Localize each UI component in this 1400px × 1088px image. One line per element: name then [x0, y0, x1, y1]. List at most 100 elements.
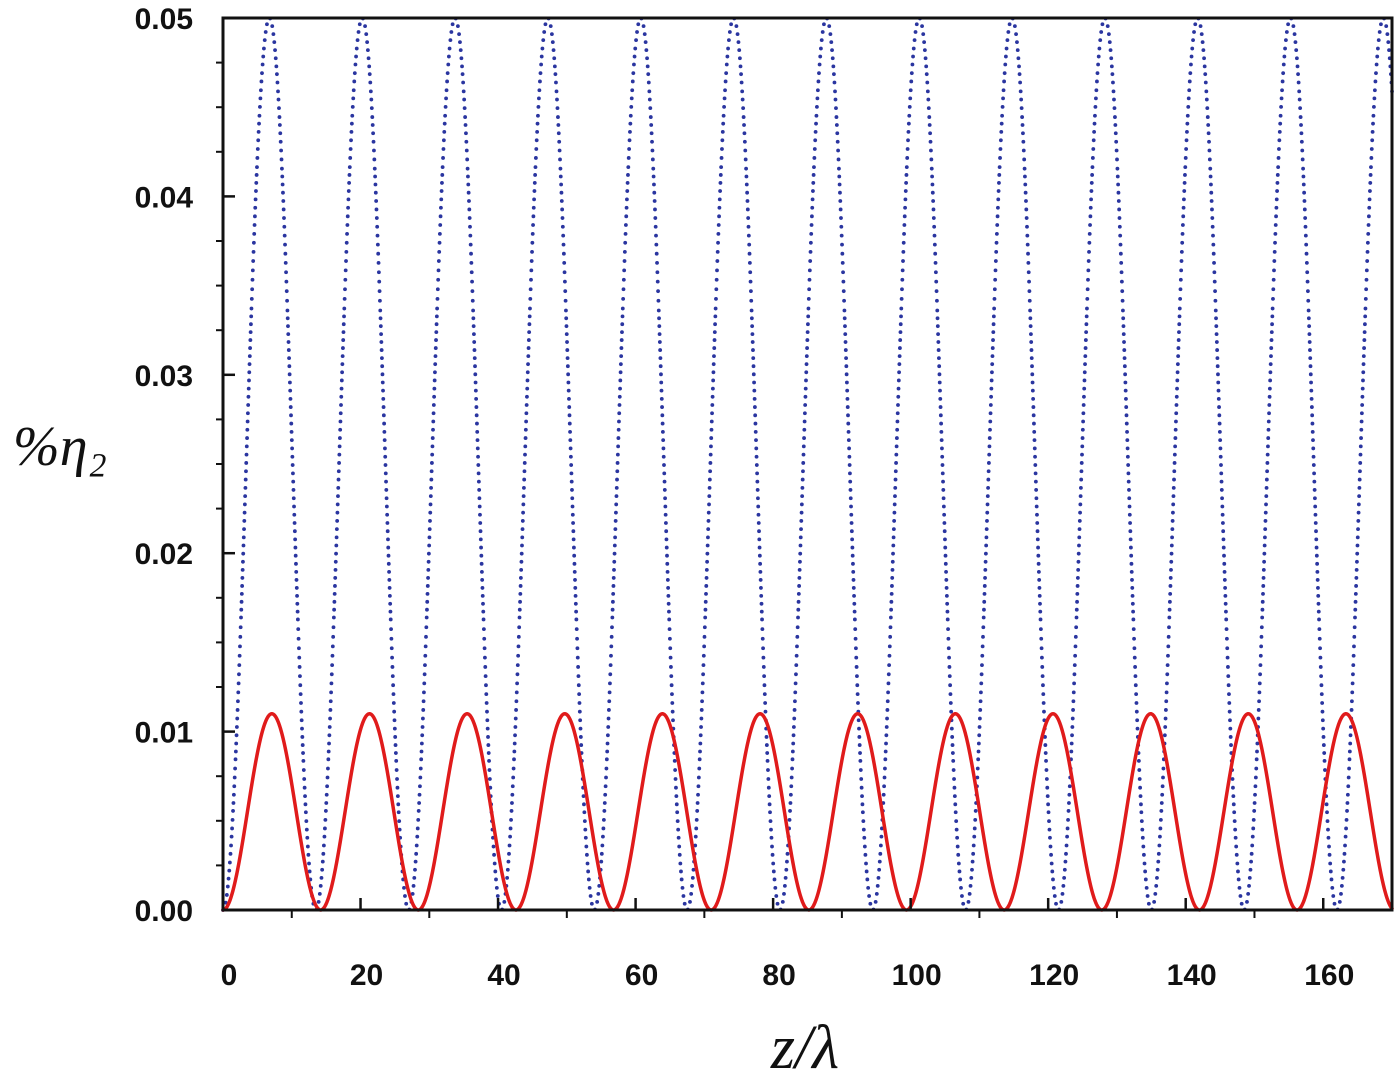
- data-point-dot: [718, 189, 722, 193]
- data-point-dot: [669, 683, 674, 688]
- data-point-dot: [708, 461, 713, 465]
- data-point-dot: [289, 413, 293, 418]
- data-point-dot: [1109, 56, 1114, 61]
- data-point-dot: [1114, 148, 1119, 153]
- data-point-dot: [472, 332, 476, 336]
- data-point-dot: [279, 148, 284, 153]
- data-point-dot: [1093, 104, 1098, 109]
- data-point-dot: [1105, 24, 1110, 28]
- data-point-dot: [565, 340, 569, 344]
- data-point-dot: [239, 615, 243, 620]
- data-point-dot: [305, 835, 310, 840]
- data-point-dot: [372, 157, 377, 162]
- x-tick-label: 160: [1304, 959, 1354, 992]
- data-point-dot: [1100, 22, 1105, 27]
- data-point-dot: [1025, 242, 1030, 247]
- data-point-dot: [767, 802, 772, 807]
- data-point-dot: [1073, 653, 1078, 658]
- data-point-dot: [1271, 277, 1276, 282]
- data-point-dot: [347, 181, 352, 185]
- data-point-dot: [380, 356, 384, 361]
- data-point-dot: [327, 725, 332, 729]
- data-point-dot: [1025, 224, 1029, 229]
- data-point-dot: [713, 322, 717, 327]
- data-point-dot: [718, 181, 723, 185]
- data-point-dot: [244, 444, 249, 449]
- data-point-dot: [1080, 427, 1085, 432]
- data-point-dot: [1269, 346, 1274, 350]
- data-point-dot: [805, 346, 809, 350]
- data-point-dot: [539, 54, 544, 59]
- data-point-dot: [226, 876, 231, 881]
- data-point-dot: [324, 801, 329, 805]
- data-point-dot: [1364, 277, 1369, 282]
- data-point-dot: [985, 502, 990, 507]
- data-point-dot: [1065, 826, 1070, 831]
- data-point-dot: [849, 521, 854, 525]
- data-point-dot: [738, 64, 743, 69]
- data-point-dot: [892, 510, 897, 515]
- data-point-dot: [526, 346, 531, 350]
- data-point-dot: [1034, 496, 1039, 501]
- data-point-dot: [1047, 819, 1051, 824]
- data-point-dot: [524, 403, 529, 407]
- data-point-dot: [603, 792, 608, 797]
- data-point-dot: [1345, 801, 1350, 805]
- data-point-dot: [952, 794, 957, 799]
- data-point-dot: [934, 279, 939, 284]
- data-point-dot: [1231, 802, 1236, 807]
- data-point-dot: [745, 199, 750, 203]
- data-point-dot: [389, 636, 394, 641]
- data-point-dot: [656, 308, 661, 313]
- data-point-dot: [1081, 419, 1086, 424]
- data-point-dot: [558, 174, 563, 179]
- data-point-dot: [626, 156, 631, 160]
- data-point-dot: [923, 56, 928, 61]
- data-point-dot: [755, 488, 760, 492]
- data-point-dot: [1096, 62, 1100, 67]
- data-point-dot: [754, 463, 759, 467]
- data-point-dot: [620, 314, 625, 319]
- data-point-dot: [715, 259, 720, 263]
- data-point-dot: [933, 251, 938, 256]
- data-point-dot: [551, 48, 556, 52]
- data-point-dot: [1153, 891, 1158, 896]
- data-point-dot: [1260, 607, 1265, 612]
- data-point-dot: [415, 826, 420, 831]
- data-point-dot: [931, 199, 936, 203]
- data-point-dot: [850, 545, 855, 550]
- data-point-dot: [299, 718, 304, 723]
- data-point-dot: [987, 461, 991, 465]
- data-point-dot: [1369, 156, 1374, 160]
- data-point-dot: [439, 189, 444, 193]
- data-point-dot: [749, 289, 753, 294]
- data-point-dot: [710, 403, 715, 407]
- data-point-dot: [554, 89, 559, 94]
- data-point-dot: [245, 411, 250, 416]
- x-axis-label: z/λ: [770, 1014, 839, 1082]
- data-point-dot: [1233, 835, 1238, 840]
- data-point-dot: [1343, 843, 1347, 848]
- data-point-dot: [596, 891, 601, 896]
- data-point-dot: [1299, 131, 1304, 136]
- data-point-dot: [1028, 308, 1032, 313]
- data-point-dot: [989, 386, 994, 391]
- data-point-dot: [1321, 735, 1326, 739]
- data-point-dot: [1122, 356, 1127, 361]
- data-point-dot: [1315, 570, 1320, 574]
- data-point-dot: [1314, 529, 1318, 534]
- data-point-dot: [570, 504, 575, 509]
- data-point-dot: [573, 578, 577, 582]
- data-point-dot: [807, 277, 812, 282]
- data-point-dot: [1090, 173, 1095, 177]
- data-point-dot: [1310, 421, 1315, 426]
- data-point-dot: [701, 672, 706, 677]
- data-point-dot: [1181, 214, 1186, 219]
- data-point-dot: [487, 777, 492, 781]
- data-point-dot: [1133, 665, 1137, 669]
- data-point-dot: [419, 741, 424, 746]
- data-point-dot: [1007, 22, 1012, 27]
- data-point-dot: [699, 708, 704, 712]
- data-point-dot: [393, 735, 398, 739]
- data-point-dot: [679, 869, 683, 874]
